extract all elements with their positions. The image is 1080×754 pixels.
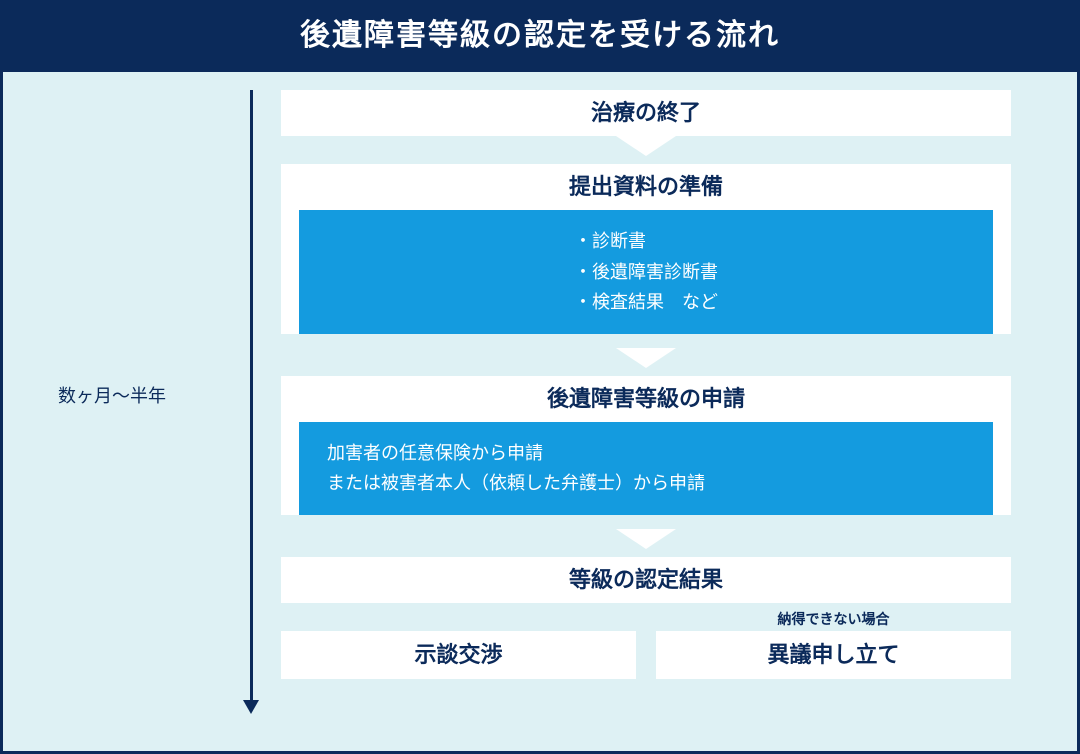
step: 提出資料の準備・診断書・後遺障害診断書・検査結果 など bbox=[281, 164, 1011, 334]
detail-list-item: ・後遺障害診断書 bbox=[574, 257, 718, 288]
detail-text-line: または被害者本人（依頼した弁護士）から申請 bbox=[327, 468, 705, 499]
header-title: 後遺障害等級の認定を受ける流れ bbox=[300, 19, 780, 52]
step: 後遺障害等級の申請加害者の任意保険から申請または被害者本人（依頼した弁護士）から… bbox=[281, 376, 1011, 515]
step-title: 後遺障害等級の申請 bbox=[281, 376, 1011, 422]
branch-row: 示談交渉異議申し立て bbox=[281, 631, 1011, 679]
step-connector bbox=[616, 136, 676, 156]
diagram-body: 数ヶ月〜半年 治療の終了提出資料の準備・診断書・後遺障害診断書・検査結果 など後… bbox=[0, 72, 1080, 754]
step: 治療の終了 bbox=[281, 90, 1011, 136]
timeline-arrow-head bbox=[243, 700, 259, 714]
step-title: 提出資料の準備 bbox=[281, 164, 1011, 210]
step-connector bbox=[616, 529, 676, 549]
step-title: 等級の認定結果 bbox=[281, 557, 1011, 603]
diagram-root: 後遺障害等級の認定を受ける流れ 数ヶ月〜半年 治療の終了提出資料の準備・診断書・… bbox=[0, 0, 1080, 754]
branch-box: 異議申し立て bbox=[656, 631, 1011, 679]
steps-column: 治療の終了提出資料の準備・診断書・後遺障害診断書・検査結果 など後遺障害等級の申… bbox=[281, 90, 1011, 679]
branch-note: 納得できない場合 bbox=[656, 609, 1011, 629]
step-connector bbox=[616, 348, 676, 368]
branch-box: 示談交渉 bbox=[281, 631, 636, 679]
timeline-arrow-line bbox=[250, 90, 253, 702]
branch-area: 納得できない場合示談交渉異議申し立て bbox=[281, 631, 1011, 679]
step-detail: ・診断書・後遺障害診断書・検査結果 など bbox=[299, 210, 993, 334]
step-detail: 加害者の任意保険から申請または被害者本人（依頼した弁護士）から申請 bbox=[299, 422, 993, 515]
detail-list-item: ・検査結果 など bbox=[574, 287, 718, 318]
timeline-label: 数ヶ月〜半年 bbox=[58, 382, 166, 408]
diagram-header: 後遺障害等級の認定を受ける流れ bbox=[0, 0, 1080, 72]
detail-list: ・診断書・後遺障害診断書・検査結果 など bbox=[574, 226, 718, 318]
detail-text: 加害者の任意保険から申請または被害者本人（依頼した弁護士）から申請 bbox=[327, 438, 705, 499]
step-title: 治療の終了 bbox=[281, 90, 1011, 136]
step: 等級の認定結果 bbox=[281, 557, 1011, 603]
detail-list-item: ・診断書 bbox=[574, 226, 718, 257]
detail-text-line: 加害者の任意保険から申請 bbox=[327, 438, 705, 469]
